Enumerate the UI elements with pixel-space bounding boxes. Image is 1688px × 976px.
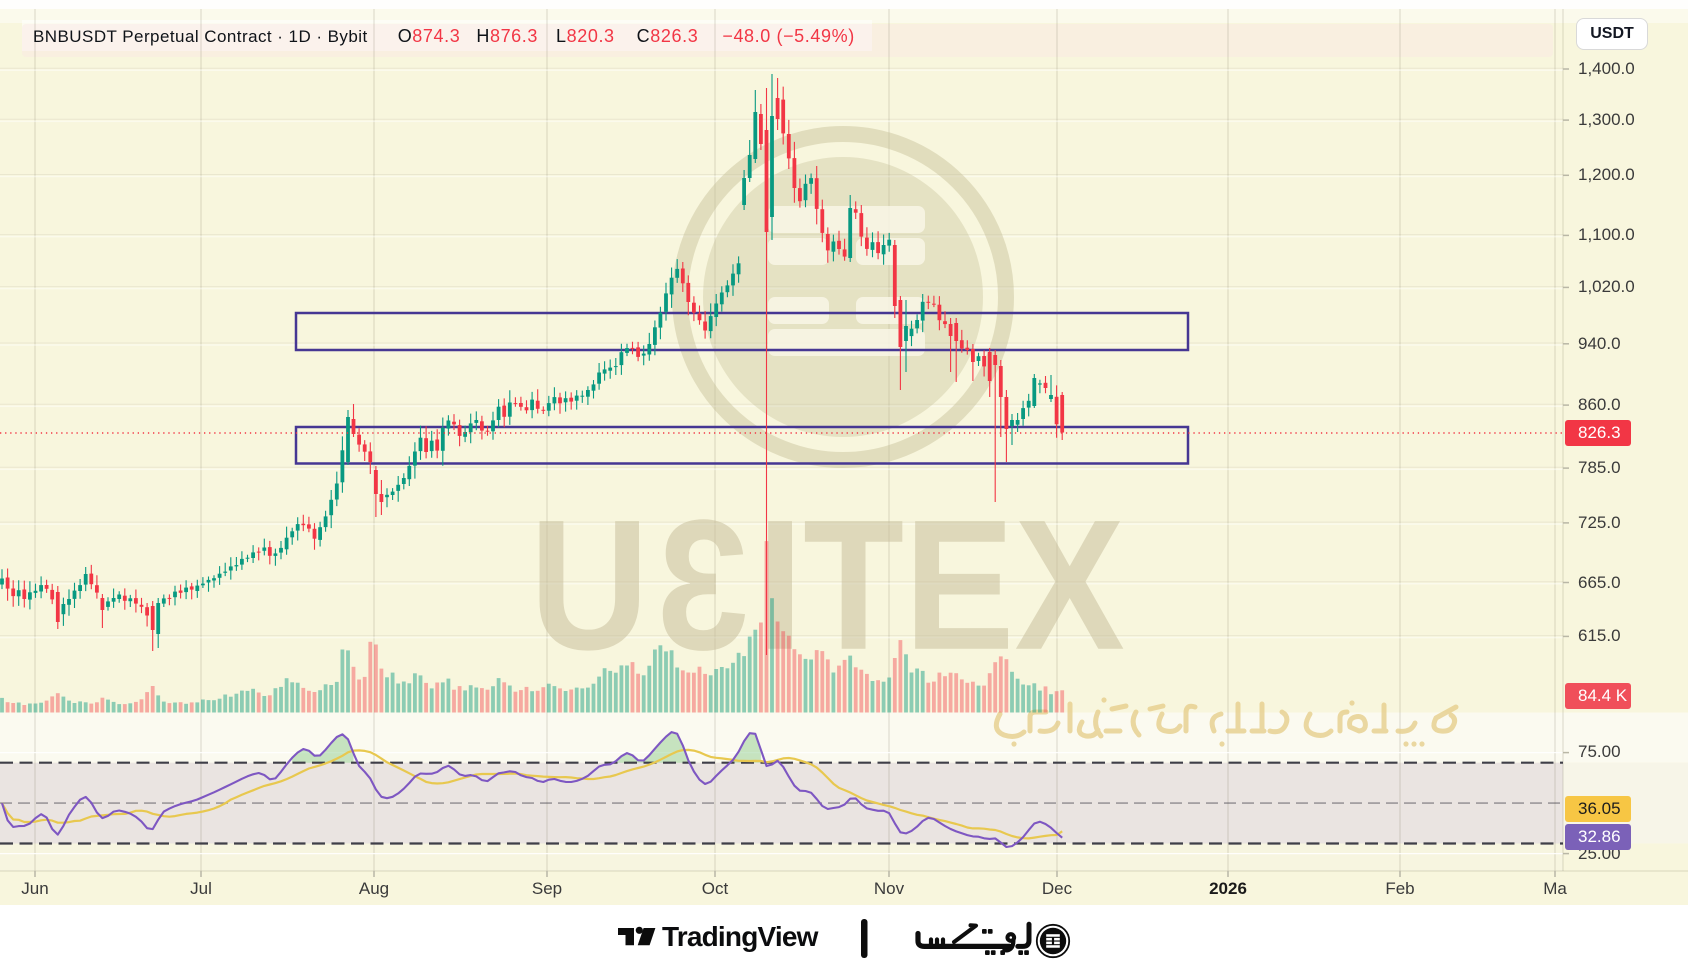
svg-text:ITEX: ITEX (757, 482, 1125, 689)
svg-text:3: 3 (657, 482, 749, 689)
svg-text:U: U (530, 482, 649, 689)
